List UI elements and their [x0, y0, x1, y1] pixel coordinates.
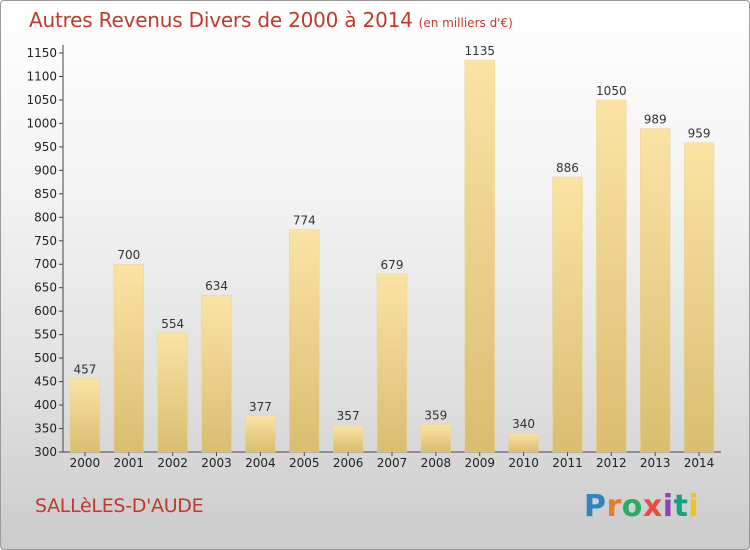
x-tick-label: 2008	[421, 456, 452, 470]
y-tick-label: 850	[34, 187, 57, 201]
x-tick-label: 2013	[640, 456, 671, 470]
bar	[332, 424, 364, 453]
x-tick-label: 2002	[157, 456, 188, 470]
x-tick-label: 2000	[70, 456, 101, 470]
y-tick-label: 700	[34, 257, 57, 271]
proxiti-logo[interactable]: Proxiti	[584, 489, 699, 524]
axes: 300 350 400 450 500 550 600 650 700 750 800 850 900 9…	[26, 45, 721, 470]
y-tick-label: 350	[34, 422, 57, 436]
y-tick-label: 950	[34, 140, 57, 154]
chart-title: Autres Revenus Divers de 2000 à 2014 (en …	[29, 8, 513, 32]
bar	[683, 142, 715, 453]
x-tick-label: 2009	[464, 456, 495, 470]
y-tick-label: 400	[34, 398, 57, 412]
y-tick-label: 800	[34, 210, 57, 224]
logo-letter: i	[662, 489, 674, 524]
bar	[245, 415, 276, 453]
x-tick-label: 2006	[333, 456, 364, 470]
value-label: 959	[688, 127, 711, 141]
logo-letter: x	[642, 489, 663, 524]
bar	[464, 59, 495, 453]
bar	[640, 128, 671, 453]
x-tick-label: 2004	[245, 456, 276, 470]
x-tick-label: 2011	[552, 456, 583, 470]
y-tick-label: 550	[34, 328, 57, 342]
y-tick-label: 1100	[26, 69, 57, 83]
place-name: SALLèLES-D'AUDE	[35, 495, 204, 517]
logo-letter: t	[673, 489, 689, 524]
value-label: 679	[381, 258, 404, 272]
x-tick-label: 2007	[377, 456, 408, 470]
y-tick-label: 500	[34, 351, 57, 365]
value-label: 377	[249, 400, 272, 414]
value-labels-group: 457 700 554 634 377 774 357 679 359 1135 340 886 105…	[73, 44, 710, 431]
y-tick-label: 1150	[26, 46, 57, 60]
logo-letter: r	[606, 489, 622, 524]
value-label: 357	[337, 409, 360, 423]
x-tick-label: 2005	[289, 456, 320, 470]
x-tick-label: 2001	[114, 456, 145, 470]
bar	[552, 176, 583, 453]
value-label: 1135	[464, 44, 495, 58]
bars-group	[69, 59, 715, 453]
y-tick-label: 1050	[26, 93, 57, 107]
bar	[420, 424, 452, 453]
x-tick-label: 2014	[684, 456, 715, 470]
bar	[376, 273, 408, 453]
value-label: 554	[161, 317, 184, 331]
value-label: 634	[205, 279, 228, 293]
logo-letter: o	[621, 489, 643, 524]
y-tick-label: 450	[34, 375, 57, 389]
logo-letter: P	[584, 489, 607, 524]
chart-unit: (en milliers d'€)	[418, 16, 513, 30]
value-label: 340	[512, 417, 535, 431]
bar	[157, 332, 188, 453]
bar	[289, 229, 320, 453]
value-label: 774	[293, 213, 316, 227]
bar	[69, 378, 101, 453]
x-tick-label: 2010	[508, 456, 539, 470]
chart-title-text: Autres Revenus Divers de 2000 à 2014	[29, 8, 413, 32]
y-tick-label: 300	[34, 445, 57, 459]
y-tick-label: 1000	[26, 116, 57, 130]
logo-letter: i	[688, 489, 700, 524]
value-label: 1050	[596, 84, 627, 98]
y-tick-label: 650	[34, 281, 57, 295]
value-label: 989	[644, 113, 667, 127]
x-tick-label: 2003	[201, 456, 232, 470]
value-label: 457	[73, 362, 96, 376]
x-tick-label: 2012	[596, 456, 627, 470]
bar	[596, 99, 627, 453]
value-label: 886	[556, 161, 579, 175]
y-tick-label: 600	[34, 304, 57, 318]
bar	[201, 294, 232, 453]
value-label: 700	[117, 248, 140, 262]
y-tick-label: 900	[34, 163, 57, 177]
value-label: 359	[424, 408, 447, 422]
y-tick-label: 750	[34, 234, 57, 248]
bar	[508, 432, 539, 453]
bar	[113, 263, 144, 453]
